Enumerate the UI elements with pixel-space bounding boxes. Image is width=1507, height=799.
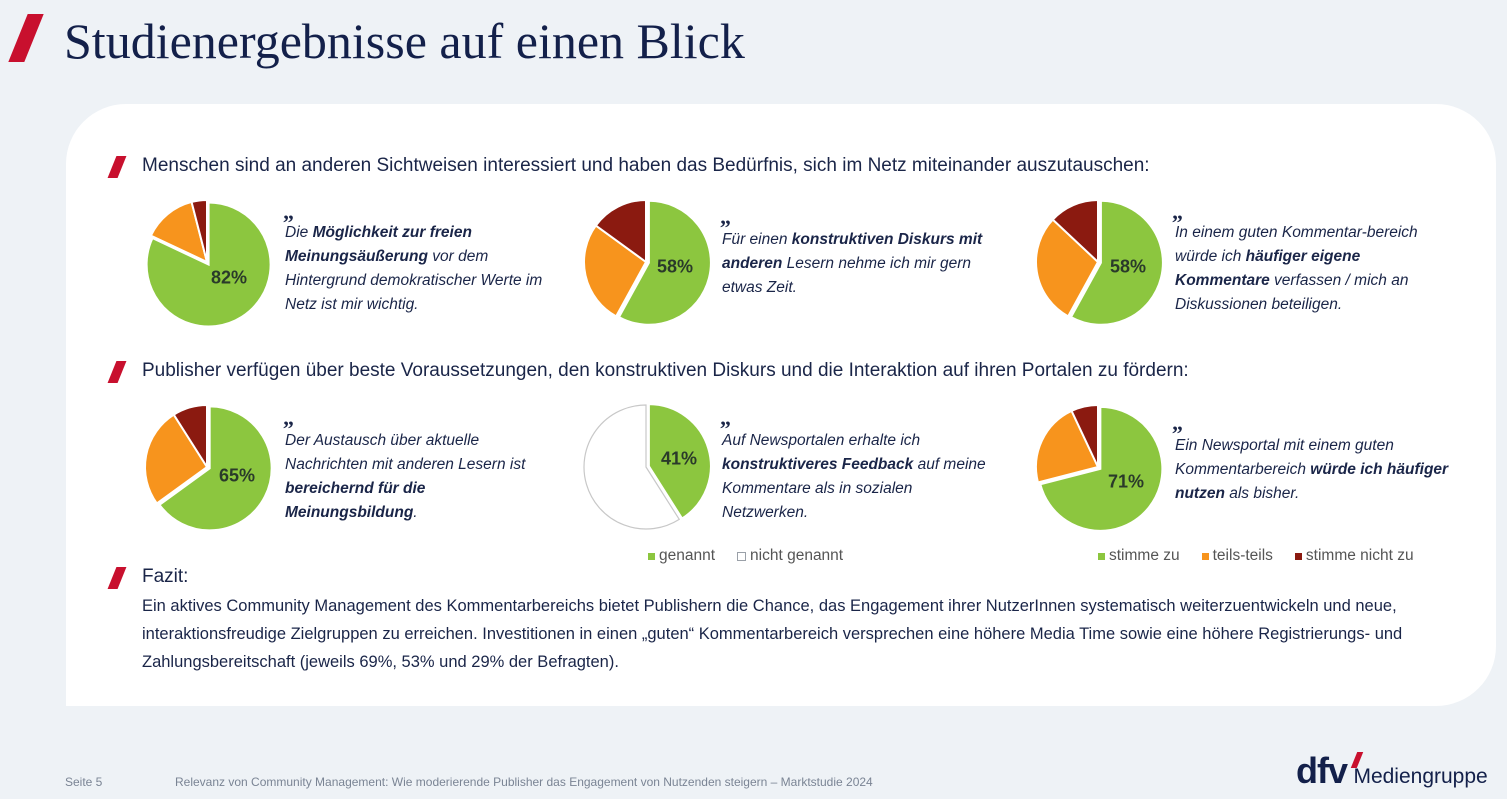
quote-mark-icon: „	[720, 405, 731, 430]
pie-slice-teils-teils	[1035, 409, 1100, 484]
content-card	[66, 104, 1496, 706]
quote-segment: .	[413, 504, 418, 521]
pie-chart-konstruktiveres-feedback	[583, 403, 712, 530]
pie-slice-teils-teils	[144, 413, 209, 505]
quote-emphasis: Möglichkeit zur freien Meinungsäußerung	[285, 224, 472, 265]
quote-mark-icon: „	[283, 405, 294, 430]
legend-label: stimme nicht zu	[1305, 547, 1414, 564]
legend-swatch	[737, 551, 747, 561]
pie-slice-stimme-nicht-zu	[190, 198, 208, 263]
pie-slice-stimme-nicht-zu	[594, 198, 647, 264]
pie-slice-stimme-nicht-zu	[172, 403, 208, 471]
pie-value-label: 65%	[218, 465, 256, 486]
quote-segment: Der Austausch über aktuelle Nachrichten …	[285, 432, 526, 473]
pie-chart-meinungsbildung	[144, 403, 273, 532]
pie-slice-stimme-zu	[145, 201, 272, 328]
quote-text: Auf Newsportalen erhalte ich konstruktiv…	[722, 429, 997, 525]
pie-chart-haeufiger-kommentieren	[1035, 198, 1164, 326]
pie-slice-stimme-nicht-zu	[1070, 403, 1099, 468]
footer-page-number: Seite 5	[65, 775, 103, 789]
quote-segment: Für einen	[722, 231, 792, 248]
dfv-logo: dfv Mediengruppe	[1296, 750, 1488, 792]
legend-swatch	[1201, 552, 1209, 560]
quote-segment: Lesern nehme ich mir gern etwas Zeit.	[722, 255, 971, 296]
title-accent-slash	[8, 14, 44, 62]
quote-segment: auf meine Kommentare als in sozialen Net…	[722, 456, 986, 521]
pie-slice-stimme-zu	[1069, 199, 1164, 326]
quote-text: In einem guten Kommentar-bereich würde i…	[1175, 221, 1450, 317]
fazit-text: Ein aktives Community Management des Kom…	[142, 597, 1403, 671]
pie-value-label: 41%	[660, 448, 698, 469]
legend-genannt: genannt nicht genannt	[648, 547, 843, 565]
legend-swatch	[1098, 552, 1105, 560]
quote-segment: als bisher.	[1224, 485, 1300, 502]
section-2-heading: Publisher verfügen über beste Voraussetz…	[142, 360, 1189, 381]
page-title: Studienergebnisse auf einen Blick	[64, 13, 745, 69]
pie-value-label: 58%	[1109, 256, 1147, 277]
legend-swatch	[648, 552, 655, 560]
quote-emphasis: bereichernd für die Meinungsbildung	[285, 480, 426, 521]
quote-segment: Ein Newsportal mit einem guten Kommentar…	[1175, 437, 1394, 478]
section-1-heading: Menschen sind an anderen Sichtweisen int…	[142, 155, 1150, 176]
quote-text: Der Austausch über aktuelle Nachrichten …	[285, 429, 560, 525]
pie-slice-stimme-zu	[617, 199, 712, 326]
pie-slice-teils-teils	[583, 224, 648, 318]
legend-item: teils-teils	[1201, 547, 1273, 565]
quote-segment: Die	[285, 224, 313, 241]
quote-text: Ein Newsportal mit einem guten Kommentar…	[1175, 434, 1450, 506]
pie-slice-stimme-zu	[158, 405, 273, 532]
quote-segment: verfassen / mich an Diskussionen beteili…	[1175, 272, 1409, 313]
quote-mark-icon: „	[720, 204, 731, 229]
quote-emphasis: häufiger eigene Kommentare	[1175, 248, 1361, 289]
legend-zustimmung: stimme zu teils-teils stimme nicht zu	[1098, 547, 1414, 565]
footer-text: Relevanz von Community Management: Wie m…	[175, 775, 873, 789]
pie-chart-konstruktiver-diskurs	[583, 198, 712, 326]
quote-text: Für einen konstruktiven Diskurs mit ande…	[722, 228, 997, 300]
legend-item: stimme zu	[1098, 547, 1180, 565]
quote-segment: In einem guten Kommentar-bereich würde i…	[1175, 224, 1418, 265]
quote-segment: vor dem Hintergrund demokratischer Werte…	[285, 248, 543, 313]
legend-item: genannt	[648, 547, 715, 565]
pie-slice-teils-teils	[149, 200, 209, 264]
quote-mark-icon: „	[283, 199, 294, 224]
logo-mark: dfv	[1296, 750, 1348, 791]
pie-slice-teils-teils	[1035, 218, 1100, 318]
pie-value-label: 58%	[656, 256, 694, 277]
quote-text: Die Möglichkeit zur freien Meinungsäußer…	[285, 221, 560, 317]
legend-label: stimme zu	[1109, 547, 1180, 564]
fazit-heading: Fazit:	[142, 566, 189, 587]
pie-value-label: 71%	[1107, 471, 1145, 492]
quote-mark-icon: „	[1172, 199, 1183, 224]
quote-emphasis: konstruktiven Diskurs mit anderen	[722, 231, 983, 272]
legend-item: stimme nicht zu	[1294, 547, 1414, 565]
legend-label: teils-teils	[1212, 547, 1273, 564]
logo-text: Mediengruppe	[1353, 765, 1488, 788]
legend-label: genannt	[659, 547, 716, 564]
pie-value-label: 82%	[210, 267, 248, 288]
legend-label: nicht genannt	[750, 547, 844, 564]
quote-emphasis: würde ich häufiger nutzen	[1175, 461, 1449, 502]
quote-mark-icon: „	[1172, 410, 1183, 435]
legend-item: nicht genannt	[737, 547, 843, 565]
quote-emphasis: konstruktiveres Feedback	[722, 456, 914, 473]
pie-slice-genannt	[647, 403, 712, 520]
pie-slice-nicht-genannt	[583, 404, 681, 530]
pie-slice-stimme-nicht-zu	[1051, 198, 1099, 265]
pie-slice-stimme-zu	[1039, 405, 1164, 532]
legend-swatch	[1294, 552, 1302, 560]
quote-segment: Auf Newsportalen erhalte ich	[722, 432, 921, 449]
pie-chart-haeufiger-nutzen	[1035, 403, 1164, 532]
pie-chart-freie-meinungsaeusserung	[145, 198, 272, 328]
